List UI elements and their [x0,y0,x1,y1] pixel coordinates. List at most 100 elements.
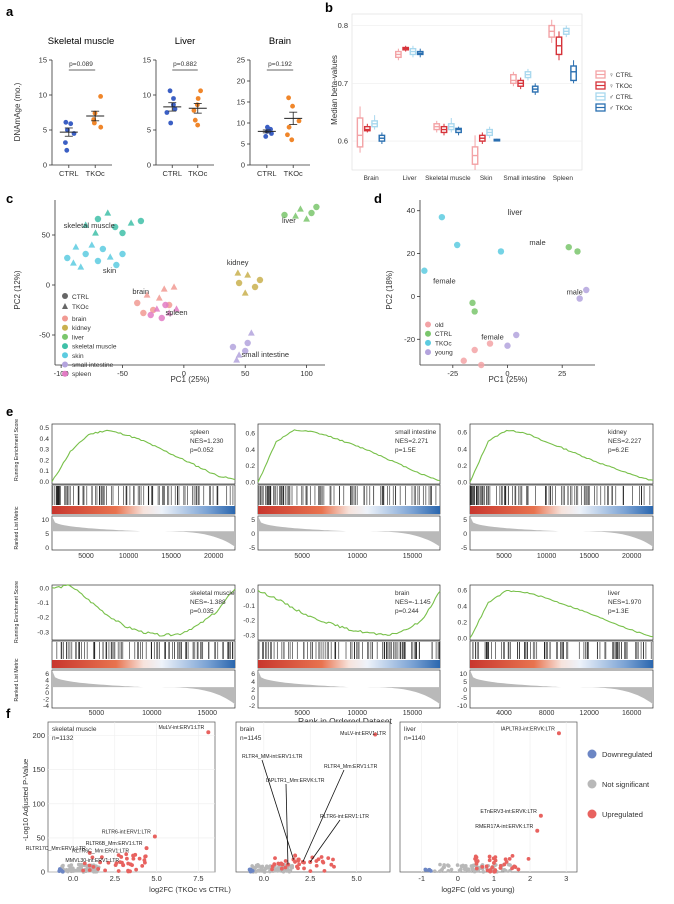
point-upregulated [130,863,134,868]
y-tick-label: 40 [407,206,415,215]
pc-point-tkoc [292,212,299,219]
es-tick-label: 0.6 [458,430,468,437]
data-point-ctrl [167,88,173,94]
volcano-n: n=1145 [240,735,262,742]
rank-gradient-bar [470,660,653,668]
es-tick-label: -0.3 [243,633,255,640]
gsea-plot-skeletal-muscle: 0.0 -0.1 -0.2 -0.3 skeletal muscle NES=-1.388… [37,584,236,717]
metric-area [470,516,653,547]
pc-point-ctrl [140,309,147,317]
rank-tick-label: 12000 [579,710,599,717]
pc-point-tkoc [88,241,96,248]
pc-point-ctrl [147,311,154,319]
point-upregulated [329,862,334,867]
plot-area [351,13,583,171]
panel-d-pca-liver: liver PC1 (25%) PC2 (18%) [385,208,528,384]
rank-tick-label: 5000 [294,553,310,560]
rank-gradient-bar [470,506,653,514]
pc-point-tkoc [165,309,173,316]
metric-tick-label: -4 [43,703,49,710]
metric-area [52,670,235,705]
rank-tick-label: 5000 [89,710,105,717]
legend-label: Upregulated [602,810,643,819]
point-upregulated [273,856,277,861]
rank-tick-label: 15000 [403,710,423,717]
y-tick-label: 10 [143,91,151,100]
pc-point [471,346,478,354]
gsea-plot-kidney: 0.0 0.2 0.4 0.6 kidney NES=2.227 p=6.2E 5 0 -5 500… [458,423,654,560]
cluster-label: spleen [165,308,187,317]
pc-point-tkoc [234,269,242,276]
volcano-title: liver [404,726,417,733]
metric-tick-label: 10 [41,517,49,524]
y-tick-label: 0 [43,161,47,170]
pc-point-ctrl [251,283,259,291]
point-upregulated [510,853,515,858]
panel-e-ylabel-bottom: Ranked List Metric [14,506,20,549]
y-tick-label: 0.7 [338,79,348,88]
gsea-nes: NES=1.970 [608,599,642,606]
metric-tick-label: 5 [45,531,49,538]
pc-point-tkoc [92,229,99,236]
pc-point-ctrl [137,217,145,225]
pc-point-tkoc [173,305,180,312]
metric-tick-label: 2 [45,684,49,691]
rank-tick-label: 10000 [537,553,557,560]
rank-tick-label: 5000 [496,553,512,560]
panel-c-plot: -100 -50 0 50 100 -50 0 50 skeletal muscle skin br… [39,200,325,378]
pc-point-ctrl [242,347,249,355]
panel-a-pvalue: p=0.882 [173,61,197,68]
legend-label: young [435,350,453,357]
x-tick-label: TKOc [188,169,207,178]
x-tick-label: Skin [480,175,493,182]
legend-label: skeletal muscle [72,344,117,351]
point-label: RLTR6-int:ERV1:LTR [102,830,151,836]
legend-label: spleen [72,371,92,378]
pc-point-tkoc [153,305,161,312]
x-tick-label: 0.0 [68,874,78,883]
y-tick-label: 100 [32,799,45,808]
panel-e-gsea: Running Enrichment Score Ranked List Met… [14,419,393,726]
point-upregulated [283,865,288,870]
panel-d-ylabel: PC2 (18%) [385,270,394,309]
data-point-tkoc [285,132,290,138]
point-downregulated [426,868,431,872]
point-downregulated [423,868,428,872]
pc-point-ctrl [111,223,119,231]
box [570,65,577,82]
y-tick-label: 0.6 [338,137,348,146]
panel-a-title: Brain [269,36,291,47]
point-upregulated [526,856,531,861]
y-tick-label: 0 [241,161,245,170]
metric-tick-label: -2 [43,697,49,704]
es-tick-label: -0.2 [243,618,255,625]
label-connector [302,769,345,863]
data-point-ctrl [63,140,68,146]
point-not-significant [457,868,462,873]
pc-point-ctrl [119,229,126,237]
gsea-plot-small-intestine: 0.0 0.2 0.4 0.6 small intestine NES=2.271 p=1.… [246,423,441,560]
data-point-ctrl [64,147,70,153]
legend-label: ♀ CTRL [609,72,633,79]
legend-label: small intestine [72,362,114,369]
gsea-plot-spleen: 0.0 0.1 0.2 0.3 0.4 0.5 spleen NES=1.230 p=0.052… [40,423,236,560]
legend-label: CTRL [72,294,89,301]
point-upregulated [137,856,142,861]
pc-point-ctrl [244,339,251,347]
legend-label: old [435,322,444,329]
data-point-ctrl [269,131,274,136]
cluster-label: skeletal muscle [64,221,115,230]
data-point-tkoc [290,103,295,109]
panel-b-ylabel: Median beta-values [330,55,339,125]
pc-point-ctrl [229,343,237,351]
panel-a-plot: 0 5 10 15 CTRL TKOc [39,56,112,178]
point-upregulated [140,864,145,868]
metric-tick-label: 0 [45,545,49,552]
pc-point-tkoc [104,209,112,216]
point-not-significant [92,870,96,874]
metric-tick-label: -10 [457,703,467,710]
x-tick-label: TKOc [284,169,303,178]
metric-area [470,670,653,705]
pc-point [504,342,511,349]
